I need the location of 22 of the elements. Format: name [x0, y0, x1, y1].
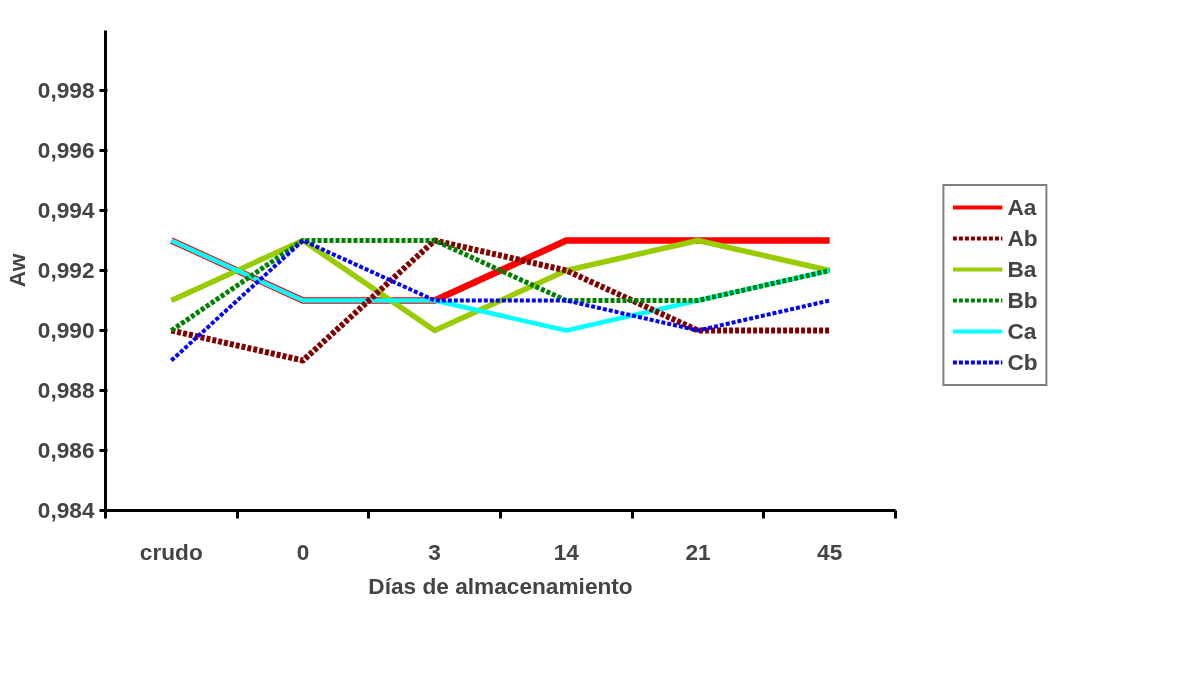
- x-tick-label: 21: [685, 538, 711, 565]
- legend-label: Aa: [1007, 193, 1037, 221]
- y-tick-label: 0,984: [37, 497, 95, 523]
- x-tick-label: 45: [817, 538, 843, 565]
- y-tick-label: 0,986: [37, 437, 95, 463]
- legend-label: Cb: [1007, 348, 1038, 376]
- x-axis-title: Días de almacenamiento: [368, 572, 633, 599]
- y-tick-label: 0,996: [37, 137, 95, 163]
- legend-label: Ab: [1007, 224, 1038, 252]
- y-tick-label: 0,994: [37, 197, 95, 223]
- x-tick-label: 14: [553, 538, 580, 565]
- y-tick-label: 0,992: [37, 257, 95, 283]
- x-tick-label: 3: [428, 538, 441, 565]
- y-tick-label: 0,988: [37, 377, 95, 403]
- y-tick-label: 0,998: [37, 77, 95, 103]
- x-tick-label: 0: [296, 538, 310, 565]
- x-tick-label: crudo: [139, 538, 203, 565]
- legend-label: Ca: [1007, 317, 1037, 345]
- y-axis-title: Aw: [3, 253, 30, 288]
- legend-label: Ba: [1007, 255, 1037, 283]
- y-tick-label: 0,990: [37, 317, 95, 343]
- legend-label: Bb: [1007, 286, 1038, 314]
